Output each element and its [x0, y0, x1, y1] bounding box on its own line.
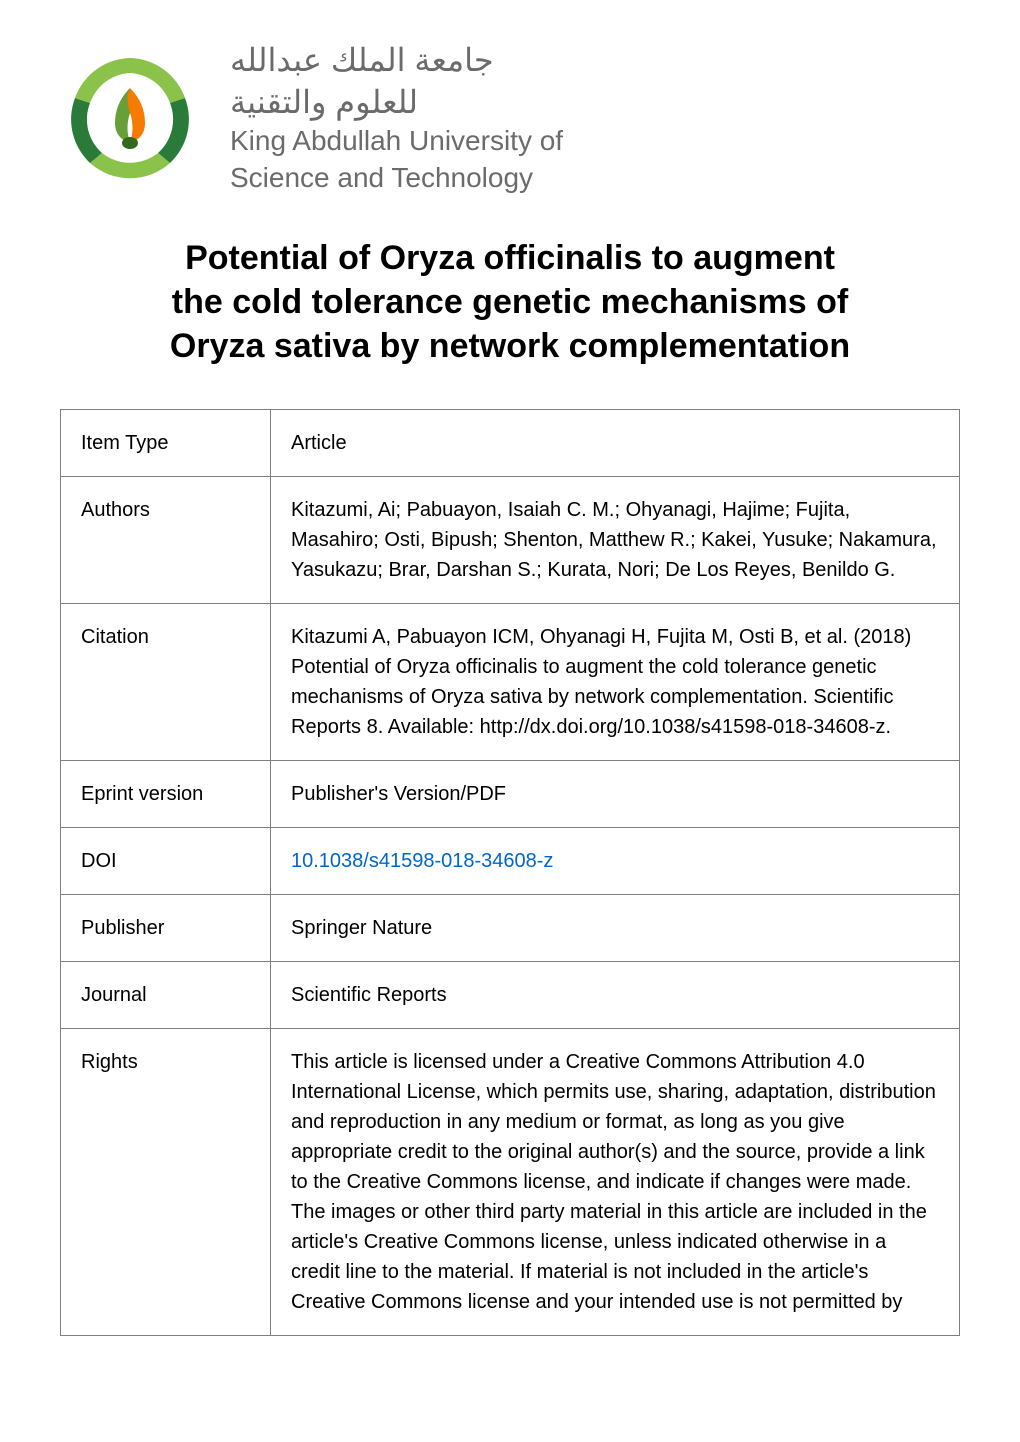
metadata-table: Item TypeArticleAuthorsKitazumi, Ai; Pab… [60, 409, 960, 1336]
title-line-2: the cold tolerance genetic mechanisms of [172, 283, 848, 321]
metadata-value: Article [271, 409, 960, 476]
metadata-row: Eprint versionPublisher's Version/PDF [61, 760, 960, 827]
metadata-label: Rights [61, 1028, 271, 1335]
metadata-label: Eprint version [61, 760, 271, 827]
metadata-row: Item TypeArticle [61, 409, 960, 476]
metadata-label: Journal [61, 961, 271, 1028]
metadata-row: RightsThis article is licensed under a C… [61, 1028, 960, 1335]
metadata-row: CitationKitazumi A, Pabuayon ICM, Ohyana… [61, 603, 960, 760]
metadata-label: Authors [61, 476, 271, 603]
metadata-label: Publisher [61, 894, 271, 961]
metadata-row: AuthorsKitazumi, Ai; Pabuayon, Isaiah C.… [61, 476, 960, 603]
doi-link[interactable]: 10.1038/s41598-018-34608-z [291, 850, 553, 872]
title-line-1: Potential of Oryza officinalis to augmen… [185, 239, 835, 277]
metadata-label: Item Type [61, 409, 271, 476]
institution-arabic-1: جامعة الملك عبدالله [230, 40, 563, 82]
metadata-row: JournalScientific Reports [61, 961, 960, 1028]
metadata-row: PublisherSpringer Nature [61, 894, 960, 961]
institution-name: جامعة الملك عبدالله للعلوم والتقنية King… [230, 40, 563, 196]
metadata-row: DOI 10.1038/s41598-018-34608-z [61, 827, 960, 894]
metadata-value: Kitazumi A, Pabuayon ICM, Ohyanagi H, Fu… [271, 603, 960, 760]
institution-english-1: King Abdullah University of [230, 123, 563, 159]
institution-english-2: Science and Technology [230, 160, 563, 196]
metadata-value: Publisher's Version/PDF [271, 760, 960, 827]
kaust-logo [60, 48, 200, 188]
institution-arabic-2: للعلوم والتقنية [230, 82, 563, 124]
metadata-value: This article is licensed under a Creativ… [271, 1028, 960, 1335]
metadata-value: Scientific Reports [271, 961, 960, 1028]
document-title: Potential of Oryza officinalis to augmen… [60, 236, 960, 369]
page-header: جامعة الملك عبدالله للعلوم والتقنية King… [60, 40, 960, 196]
metadata-label: DOI [61, 827, 271, 894]
metadata-label: Citation [61, 603, 271, 760]
metadata-value: 10.1038/s41598-018-34608-z [271, 827, 960, 894]
metadata-value: Kitazumi, Ai; Pabuayon, Isaiah C. M.; Oh… [271, 476, 960, 603]
metadata-value: Springer Nature [271, 894, 960, 961]
title-line-3: Oryza sativa by network complementation [170, 327, 850, 365]
